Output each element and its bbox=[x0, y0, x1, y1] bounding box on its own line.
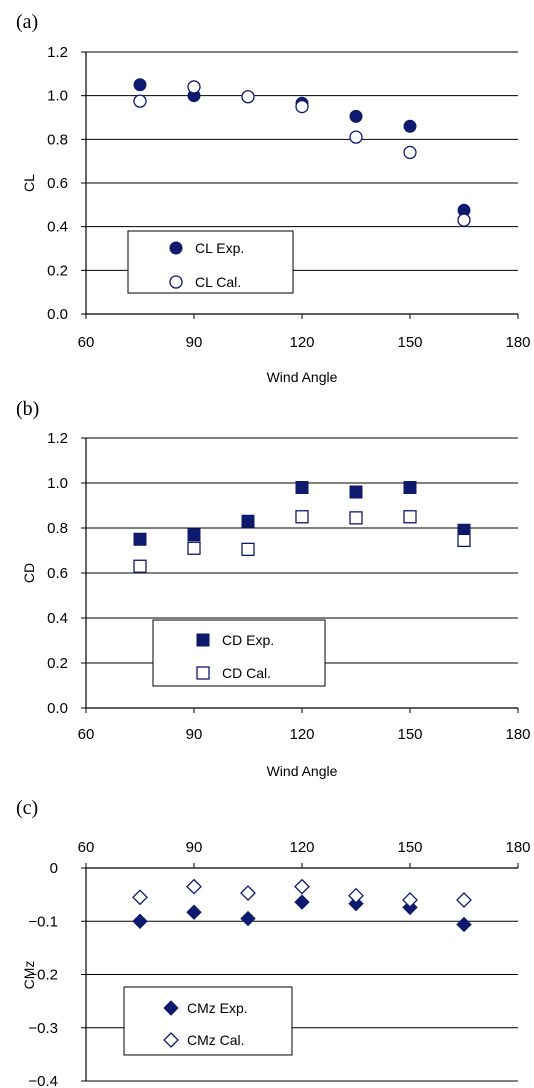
chart-1-panel-label: (a) bbox=[16, 11, 38, 33]
chart-1-series-2-point bbox=[133, 94, 147, 108]
chart-1-y-tick-label: 0.8 bbox=[47, 131, 68, 148]
chart-3-series-1-point bbox=[132, 913, 148, 929]
chart-3-series-2-point bbox=[240, 885, 256, 901]
chart-2-legend-box bbox=[152, 619, 326, 687]
chart-1-series-2-point bbox=[403, 145, 417, 160]
chart-2-series-2-point bbox=[241, 542, 255, 557]
chart-2-series-1-point bbox=[295, 481, 309, 494]
chart-2-x-tick-label: 60 bbox=[78, 726, 95, 743]
chart-3-series-2-point bbox=[186, 878, 202, 895]
chart-3-series-1-point bbox=[348, 895, 364, 912]
chart-2-y-tick-label: 0.8 bbox=[47, 520, 68, 537]
chart-1-x-axis-label: Wind Angle bbox=[267, 369, 338, 385]
chart-3-legend-marker bbox=[163, 1000, 179, 1016]
chart-1-x-tick-label: 90 bbox=[186, 334, 203, 351]
chart-1-series-1-point bbox=[133, 78, 147, 92]
chart-3-x-tick-label: 150 bbox=[397, 839, 422, 856]
chart-3-x-tick-label: 90 bbox=[186, 839, 203, 856]
chart-1-y-axis-label: CL bbox=[21, 174, 37, 192]
chart-2-panel-label: (b) bbox=[16, 398, 39, 420]
chart-1-legend-label: CL Cal. bbox=[195, 274, 241, 290]
chart-1-x-tick-label: 180 bbox=[505, 334, 530, 351]
chart-1-y-tick-label: 0.6 bbox=[47, 175, 68, 192]
chart-2-y-tick-label: 1.0 bbox=[47, 475, 68, 492]
chart-1-y-tick-label: 0.0 bbox=[47, 306, 68, 323]
chart-1-y-tick-label: 0.4 bbox=[47, 219, 68, 236]
chart-3-series-2-point bbox=[348, 887, 364, 904]
chart-1-y-tick-label: 0.2 bbox=[47, 262, 68, 279]
chart-2-legend-label: CD Exp. bbox=[222, 632, 274, 648]
chart-2-x-axis-label: Wind Angle bbox=[267, 763, 338, 779]
chart-2-y-tick-label: 0.2 bbox=[47, 655, 68, 672]
chart-1-x-tick-label: 120 bbox=[289, 334, 314, 351]
chart-1-series-1-point bbox=[349, 109, 363, 123]
chart-1-x-tick-label: 150 bbox=[397, 334, 422, 351]
chart-1-y-tick-label: 1.2 bbox=[47, 44, 68, 61]
chart-1-legend-marker bbox=[169, 275, 183, 289]
chart-1-series-2-point bbox=[349, 130, 363, 144]
chart-3-series-2-point bbox=[402, 892, 418, 908]
chart-3-series-2-point bbox=[132, 889, 148, 906]
chart-2-series-1-point bbox=[349, 485, 363, 499]
chart-3-series-1-point bbox=[240, 910, 256, 927]
chart-3-series-2-point bbox=[456, 892, 472, 908]
chart-1-legend-box bbox=[127, 230, 294, 294]
chart-1-series-2-point bbox=[295, 99, 309, 114]
chart-3-series-1-point bbox=[456, 916, 472, 933]
chart-2-series-1-point bbox=[187, 528, 201, 542]
chart-2-series-2-point bbox=[457, 533, 471, 548]
chart-2-series-2-point bbox=[133, 559, 147, 573]
chart-2-x-tick-label: 150 bbox=[397, 726, 422, 743]
chart-1-series-2-point bbox=[187, 80, 201, 94]
chart-3-x-tick-label: 120 bbox=[289, 839, 314, 856]
chart-2-x-tick-label: 90 bbox=[186, 726, 203, 743]
chart-1-legend-label: CL Exp. bbox=[195, 240, 244, 256]
chart-3-y-tick-label: −0.2 bbox=[28, 967, 58, 984]
chart-3-y-tick-label: 0 bbox=[50, 860, 58, 877]
chart-3-legend-label: CMz Cal. bbox=[187, 1032, 245, 1048]
chart-3-legend-label: CMz Exp. bbox=[187, 1000, 248, 1016]
chart-3-y-tick-label: −0.3 bbox=[28, 1020, 58, 1037]
chart-3-x-tick-label: 60 bbox=[78, 839, 95, 856]
chart-2-legend-marker bbox=[196, 633, 210, 647]
chart-2-series-2-point bbox=[403, 510, 417, 524]
chart-3-y-axis-label: CMz bbox=[21, 961, 37, 990]
chart-2-x-tick-label: 120 bbox=[289, 726, 314, 743]
chart-2-series-1-point bbox=[133, 532, 147, 546]
chart-1-legend-marker bbox=[169, 241, 183, 255]
chart-1-x-tick-label: 60 bbox=[78, 334, 95, 351]
chart-3-x-tick-label: 180 bbox=[505, 839, 530, 856]
chart-2-y-tick-label: 0.6 bbox=[47, 565, 68, 582]
chart-1-series-1-point bbox=[403, 119, 417, 133]
chart-3-series-1-point bbox=[294, 894, 310, 910]
chart-3-legend-box bbox=[123, 986, 293, 1056]
chart-3-series-1-point bbox=[186, 904, 202, 920]
chart-1-series-2-point bbox=[241, 90, 255, 104]
chart-2-legend-label: CD Cal. bbox=[222, 665, 271, 681]
chart-3-panel-label: (c) bbox=[16, 797, 38, 819]
chart-3-series-2-point bbox=[294, 878, 310, 895]
chart-3-legend-marker bbox=[163, 1032, 179, 1048]
chart-2-y-axis-label: CD bbox=[21, 563, 37, 583]
chart-2-series-2-point bbox=[187, 541, 201, 555]
chart-2-y-tick-label: 0.0 bbox=[47, 700, 68, 717]
chart-1-series-2-point bbox=[457, 213, 471, 227]
chart-1-y-tick-label: 1.0 bbox=[47, 88, 68, 105]
chart-2-y-tick-label: 0.4 bbox=[47, 610, 68, 627]
chart-3-y-tick-label: −0.4 bbox=[28, 1073, 58, 1088]
chart-2-series-1-point bbox=[241, 514, 255, 528]
chart-2-series-2-point bbox=[295, 510, 309, 524]
chart-2-legend-marker bbox=[196, 666, 210, 680]
chart-2-x-tick-label: 180 bbox=[505, 726, 530, 743]
chart-2-series-1-point bbox=[403, 481, 417, 494]
chart-2-y-tick-label: 1.2 bbox=[47, 430, 68, 447]
chart-2-series-2-point bbox=[349, 511, 363, 525]
chart-3-y-tick-label: −0.1 bbox=[28, 913, 58, 930]
